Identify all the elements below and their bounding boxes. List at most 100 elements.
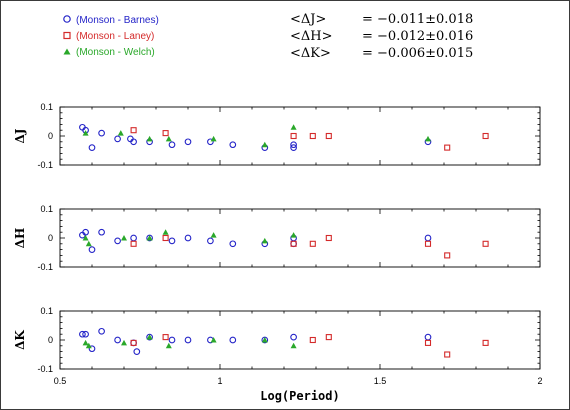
- barnes-point: [184, 234, 192, 242]
- stat-label-k: <ΔK>: [290, 46, 331, 61]
- welch-point: [290, 124, 297, 130]
- y-tick-label: 0.1: [40, 102, 53, 112]
- x-tick-label: 1.5: [374, 376, 387, 386]
- laney-point: [290, 132, 297, 140]
- barnes-point: [114, 237, 121, 245]
- laney-point: [424, 240, 432, 247]
- barnes-point: [229, 141, 237, 149]
- barnes-point: [168, 141, 176, 149]
- legend-laney-label: (Monson - Laney): [76, 31, 154, 42]
- barnes-point: [82, 330, 89, 338]
- y-tick-label: 0: [48, 233, 53, 243]
- y-axis-label: ΔJ: [13, 128, 27, 143]
- barnes-point: [88, 345, 96, 353]
- welch-point: [117, 130, 124, 136]
- y-tick-label: -0.1: [37, 364, 53, 374]
- laney-point: [162, 130, 169, 137]
- y-tick-label: 0.1: [40, 306, 53, 316]
- laney-point: [482, 240, 489, 247]
- x-tick-label: 0.5: [54, 376, 67, 386]
- laney-point: [424, 339, 432, 346]
- barnes-point: [424, 234, 432, 242]
- y-tick-label: 0: [48, 335, 53, 345]
- laney-point: [309, 132, 316, 140]
- barnes-point: [88, 144, 96, 151]
- stat-value-h: = −0.012±0.016: [362, 29, 473, 44]
- barnes-point: [98, 327, 105, 335]
- welch-point: [85, 240, 92, 247]
- welch-point: [82, 235, 89, 241]
- laney-point: [444, 252, 451, 259]
- barnes-point: [98, 228, 105, 236]
- laney-point: [444, 144, 451, 151]
- barnes-point: [290, 144, 297, 151]
- stat-value-j: = −0.011±0.018: [362, 12, 473, 27]
- legend-welch-marker: [63, 48, 71, 55]
- welch-point: [290, 232, 297, 238]
- laney-point: [290, 240, 297, 247]
- barnes-point: [168, 237, 176, 245]
- welch-point: [290, 342, 297, 349]
- y-tick-label: 0.1: [40, 204, 53, 214]
- laney-point: [130, 127, 137, 134]
- barnes-point: [79, 330, 86, 338]
- stat-label-h: <ΔH>: [290, 29, 333, 44]
- panels: 0.1 0 -0.1 ΔJ 0.1 0 -0.1 ΔH 0.1 0 -0.1 ΔK: [13, 102, 541, 374]
- stat-value-k: = −0.006±0.015: [362, 46, 473, 61]
- laney-point: [325, 334, 332, 341]
- panel-border: [59, 208, 541, 268]
- barnes-point: [130, 234, 137, 242]
- laney-point: [130, 339, 137, 346]
- welch-point: [165, 342, 172, 349]
- x-tick-label: 1: [217, 376, 222, 386]
- legend-barnes-marker: [63, 15, 71, 23]
- y-axis-label: ΔH: [13, 228, 27, 249]
- barnes-point: [98, 129, 105, 137]
- welch-point: [210, 232, 217, 238]
- welch-point: [121, 235, 127, 241]
- legend: (Monson - Barnes) (Monson - Laney) (Mons…: [63, 15, 159, 58]
- welch-point: [146, 235, 153, 241]
- welch-point: [85, 342, 92, 349]
- barnes-point: [290, 141, 297, 149]
- legend-welch-label: (Monson - Welch): [76, 47, 155, 58]
- y-tick-label: -0.1: [37, 160, 53, 170]
- barnes-point: [184, 138, 192, 146]
- laney-point: [325, 234, 332, 242]
- welch-point: [146, 135, 153, 142]
- welch-point: [146, 334, 153, 340]
- barnes-point: [424, 333, 432, 341]
- welch-point: [261, 237, 268, 244]
- x-tick-labels: 0.5 1 1.5 2: [54, 376, 543, 386]
- barnes-point: [290, 333, 297, 341]
- barnes-point: [184, 336, 192, 344]
- y-tick-label: -0.1: [37, 262, 53, 272]
- barnes-point: [114, 135, 121, 143]
- laney-point: [162, 234, 169, 242]
- panel-0: 0.1 0 -0.1 ΔJ: [13, 102, 541, 170]
- y-axis-label: ΔK: [13, 330, 27, 350]
- welch-point: [82, 339, 89, 346]
- welch-point: [210, 135, 217, 142]
- welch-point: [261, 141, 268, 148]
- barnes-point: [130, 138, 137, 146]
- stat-label-j: <ΔJ>: [290, 12, 326, 27]
- welch-point: [165, 135, 172, 142]
- laney-point: [130, 240, 137, 247]
- welch-point: [261, 337, 268, 343]
- x-tick-label: 2: [537, 376, 542, 386]
- barnes-point: [229, 336, 237, 344]
- laney-point: [309, 240, 316, 247]
- barnes-point: [133, 348, 141, 355]
- laney-point: [162, 334, 169, 341]
- welch-point: [425, 135, 431, 142]
- barnes-point: [229, 240, 237, 248]
- legend-laney-marker: [63, 31, 71, 40]
- welch-point: [210, 337, 217, 343]
- welch-point: [121, 339, 127, 346]
- y-tick-label: 0: [48, 131, 53, 141]
- barnes-point: [114, 336, 121, 344]
- laney-point: [444, 351, 451, 358]
- laney-point: [482, 132, 489, 140]
- panel-2: 0.1 0 -0.1 ΔK: [13, 306, 541, 374]
